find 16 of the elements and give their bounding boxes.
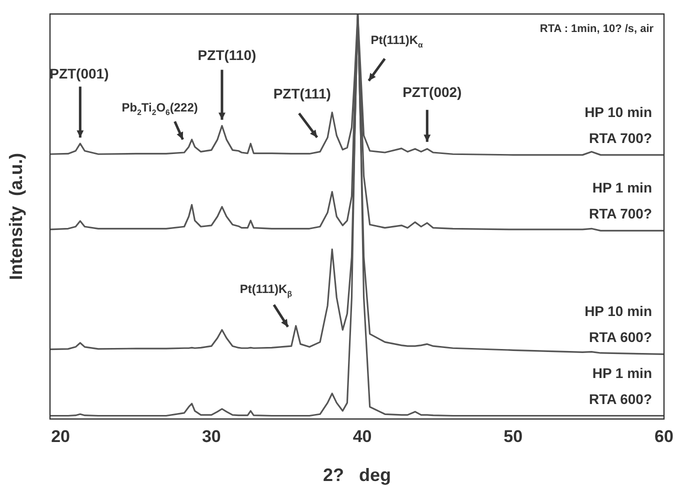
annotation: PZT(110) [198,46,256,63]
annotation: PZT(001) [50,66,109,82]
series-label: HP 10 min RTA 700? [584,104,652,146]
x-tick-label: 20 [51,426,70,446]
annotation: PZT(111) [273,85,331,102]
annotation: PZT(002) [402,84,462,100]
x-axis-title: 2? deg [322,465,392,486]
x-tick-label: 60 [654,426,674,446]
annotation: RTA : 1min, 10? /s, air [540,23,654,35]
x-tick-label: 40 [352,426,372,446]
x-tick-label: 30 [202,426,221,446]
series-label: HP 10 min RTA 600? [584,303,652,346]
series-label: HP 1 min RTA 600? [588,364,652,407]
y-axis-title: Intensity (a.u.) [6,152,26,280]
x-tick-label: 50 [504,426,523,446]
series-label: HP 1 min RTA 700? [588,180,652,222]
